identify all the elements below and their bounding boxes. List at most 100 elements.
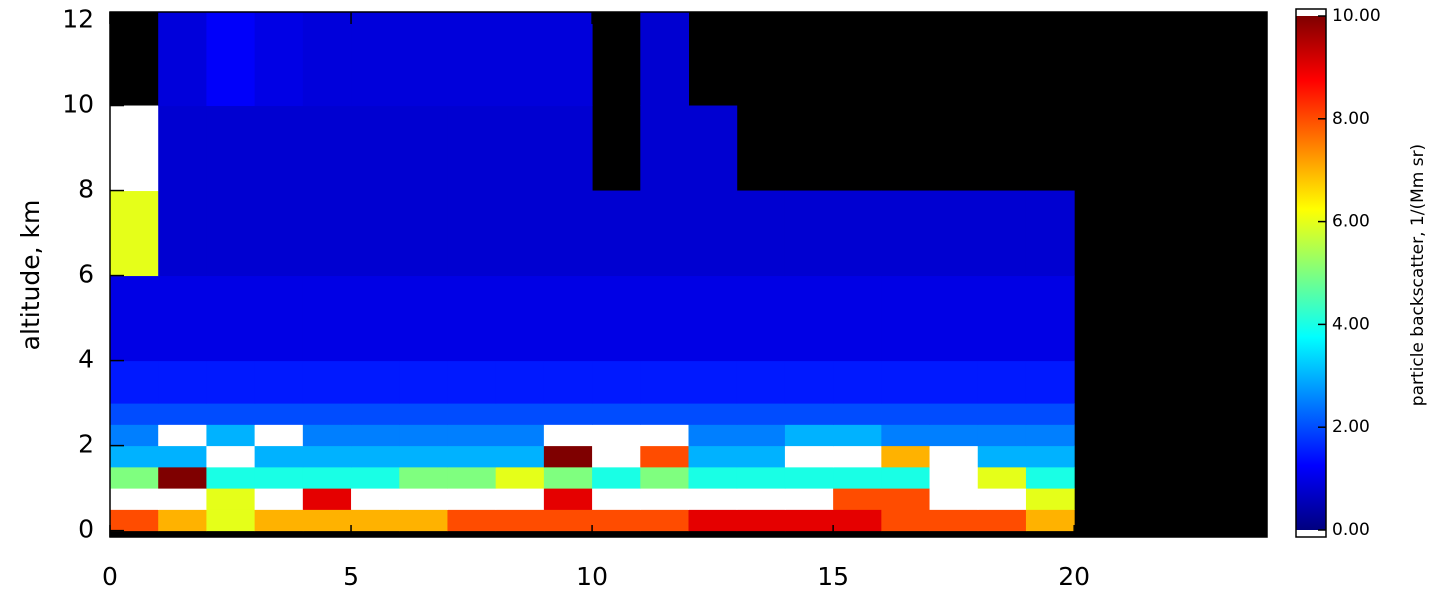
heat-cell [495,403,545,425]
x-tick-label: 0 [102,562,118,591]
heat-cell [158,403,207,425]
heat-cell [977,509,1027,532]
heat-cell [110,424,159,447]
heat-cell [592,445,641,468]
heat-cell [929,488,979,510]
heat-cell [495,275,545,362]
heat-cell [302,275,352,362]
heat-cell [784,403,834,425]
heat-cell [351,190,400,277]
heat-cell [254,509,304,532]
heat-cell [977,403,1027,425]
heat-cell [688,466,738,489]
heat-cell [158,105,207,192]
heat-cell [110,275,159,362]
heat-cell [833,445,882,468]
heat-cell [447,12,497,107]
heat-cell [158,360,207,404]
heat-cell [543,360,593,404]
heat-cell [495,12,545,107]
heat-cell [302,424,352,447]
heat-cell [351,105,400,192]
heat-cell [206,105,256,192]
heat-cell [302,445,352,468]
heat-cell [929,445,979,468]
heat-cell [929,360,979,404]
heat-cell [592,275,641,362]
heat-cell [254,466,304,489]
heat-cell [206,424,256,447]
heat-cell [736,275,786,362]
heat-cell [543,445,593,468]
y-tick-label: 10 [62,90,94,119]
heat-cell [206,445,256,468]
heat-cell [254,190,304,277]
heat-cell [833,360,882,404]
heat-cell [447,445,497,468]
heat-cell [351,403,400,425]
heat-cell [977,190,1027,277]
heat-cell [351,466,400,489]
x-tick-label: 20 [1058,562,1090,591]
heat-cell [447,509,497,532]
heat-cell [784,445,834,468]
heat-cell [977,488,1027,510]
heat-cell [110,445,159,468]
heat-cell [977,424,1027,447]
heat-cell [254,445,304,468]
heat-cell [302,488,352,510]
heat-cell [399,12,448,107]
heat-cell [399,424,448,447]
heat-cell [833,275,882,362]
heat-cell [254,275,304,362]
heat-cell [495,105,545,192]
heat-cell [929,424,979,447]
heat-cell [110,105,159,192]
heat-cell [110,466,159,489]
heat-cell [206,12,256,107]
heat-cell [784,509,834,532]
heat-cell [688,445,738,468]
heat-cell [302,105,352,192]
heat-cell [736,488,786,510]
heat-cell [640,445,689,468]
heat-cell [254,403,304,425]
heat-cell [302,12,352,107]
y-tick-label: 2 [78,430,94,459]
heat-cell [833,424,882,447]
heat-cell [784,466,834,489]
heat-cell [977,360,1027,404]
heat-cell [592,403,641,425]
heat-cell [206,360,256,404]
heat-cell [833,190,882,277]
heat-cell [206,488,256,510]
x-tick-label: 5 [343,562,359,591]
y-tick-label: 4 [78,345,94,374]
heat-cell [302,403,352,425]
heat-cell [206,275,256,362]
heat-cell [977,466,1027,489]
colorbar-tick-label: 4.00 [1332,314,1370,334]
heat-cell [736,190,786,277]
x-tick-label: 15 [817,562,849,591]
heat-cell [399,275,448,362]
heat-cell [640,105,689,192]
heat-cell [447,424,497,447]
heat-cell [1025,509,1075,532]
heat-cell [784,424,834,447]
heat-cell [302,466,352,489]
heat-cell [881,424,931,447]
heat-cell [881,275,931,362]
heat-cell [495,445,545,468]
colorbar-tick-label: 2.00 [1332,417,1370,437]
heat-cell [302,509,352,532]
heat-cell [736,466,786,489]
heat-cell [447,105,497,192]
colorbar-frame [1295,8,1327,538]
heat-cell [592,488,641,510]
heat-cell [929,190,979,277]
heat-cell [110,190,159,277]
heat-cell [543,424,593,447]
heat-cell [1025,488,1075,510]
heat-cell [640,466,689,489]
